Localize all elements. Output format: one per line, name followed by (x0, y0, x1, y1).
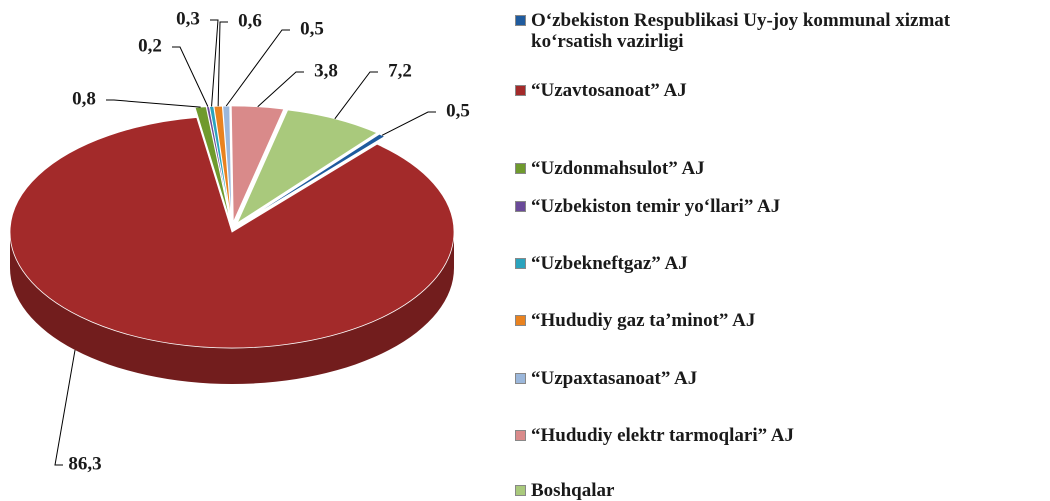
data-label: 0,3 (176, 8, 200, 29)
legend-label: “Uzavtosanoat” AJ (531, 80, 687, 101)
legend-item: “Uzdonmahsulot” AJ (515, 158, 705, 179)
slice-side (10, 232, 454, 384)
legend-item: “Uzbekneftgaz” AJ (515, 253, 688, 274)
legend-item: “Uzpaxtasanoat” AJ (515, 368, 697, 389)
data-label: 3,8 (314, 60, 338, 81)
data-label: 0,6 (238, 10, 262, 31)
legend-swatch (515, 430, 526, 441)
legend-swatch (515, 163, 526, 174)
legend-label: “Uzbekiston temir yo‘llari” AJ (531, 196, 781, 217)
leader-line (334, 71, 378, 120)
legend-item: “Hududiy elektr tarmoqlari” AJ (515, 425, 794, 446)
slice (230, 105, 285, 223)
data-label: 0,5 (446, 100, 470, 121)
legend-swatch (515, 373, 526, 384)
slice (213, 105, 232, 223)
data-label: 0,2 (138, 35, 162, 56)
data-label: 0,5 (300, 18, 324, 39)
slice (9, 117, 455, 349)
data-label: 86,3 (68, 453, 101, 474)
legend-swatch (515, 85, 526, 96)
leader-line (172, 46, 209, 107)
legend-item: Boshqalar (515, 480, 614, 501)
legend-swatch (515, 485, 526, 496)
legend-item: O‘zbekiston Respublikasi Uy-joy kommunal… (515, 10, 1031, 52)
slice (236, 109, 378, 225)
legend-item: “Uzavtosanoat” AJ (515, 80, 687, 101)
legend-swatch (515, 258, 526, 269)
legend-item: “Uzbekiston temir yo‘llari” AJ (515, 196, 780, 217)
legend-label: “Uzpaxtasanoat” AJ (531, 368, 698, 389)
leader-line (106, 99, 201, 108)
legend-swatch (515, 15, 526, 26)
legend-swatch (515, 201, 526, 212)
slice (222, 105, 233, 223)
pie-area: 0,5 86,3 0,8 0,2 0,3 0,6 0,5 3,8 7,2 (9, 8, 470, 474)
legend-label: “Uzdonmahsulot” AJ (531, 158, 705, 179)
legend-swatch (515, 315, 526, 326)
leader-line (217, 21, 228, 107)
legend-label: “Hududiy elektr tarmoqlari” AJ (531, 425, 795, 446)
legend-label: “Hududiy gaz ta’minot” AJ (531, 310, 756, 331)
data-label: 7,2 (388, 60, 412, 81)
legend-label: “Uzbekneftgaz” AJ (531, 253, 688, 274)
leader-line (257, 71, 304, 108)
leader-line (54, 349, 76, 466)
data-label: 0,8 (72, 88, 96, 109)
legend-item: “Hududiy gaz ta’minot” AJ (515, 310, 755, 331)
leader-line (225, 29, 290, 107)
legend-label: Boshqalar (531, 480, 615, 501)
leader-line (381, 111, 436, 136)
legend-label: O‘zbekiston Respublikasi Uy-joy kommunal… (531, 10, 951, 52)
leader-line (210, 19, 219, 107)
